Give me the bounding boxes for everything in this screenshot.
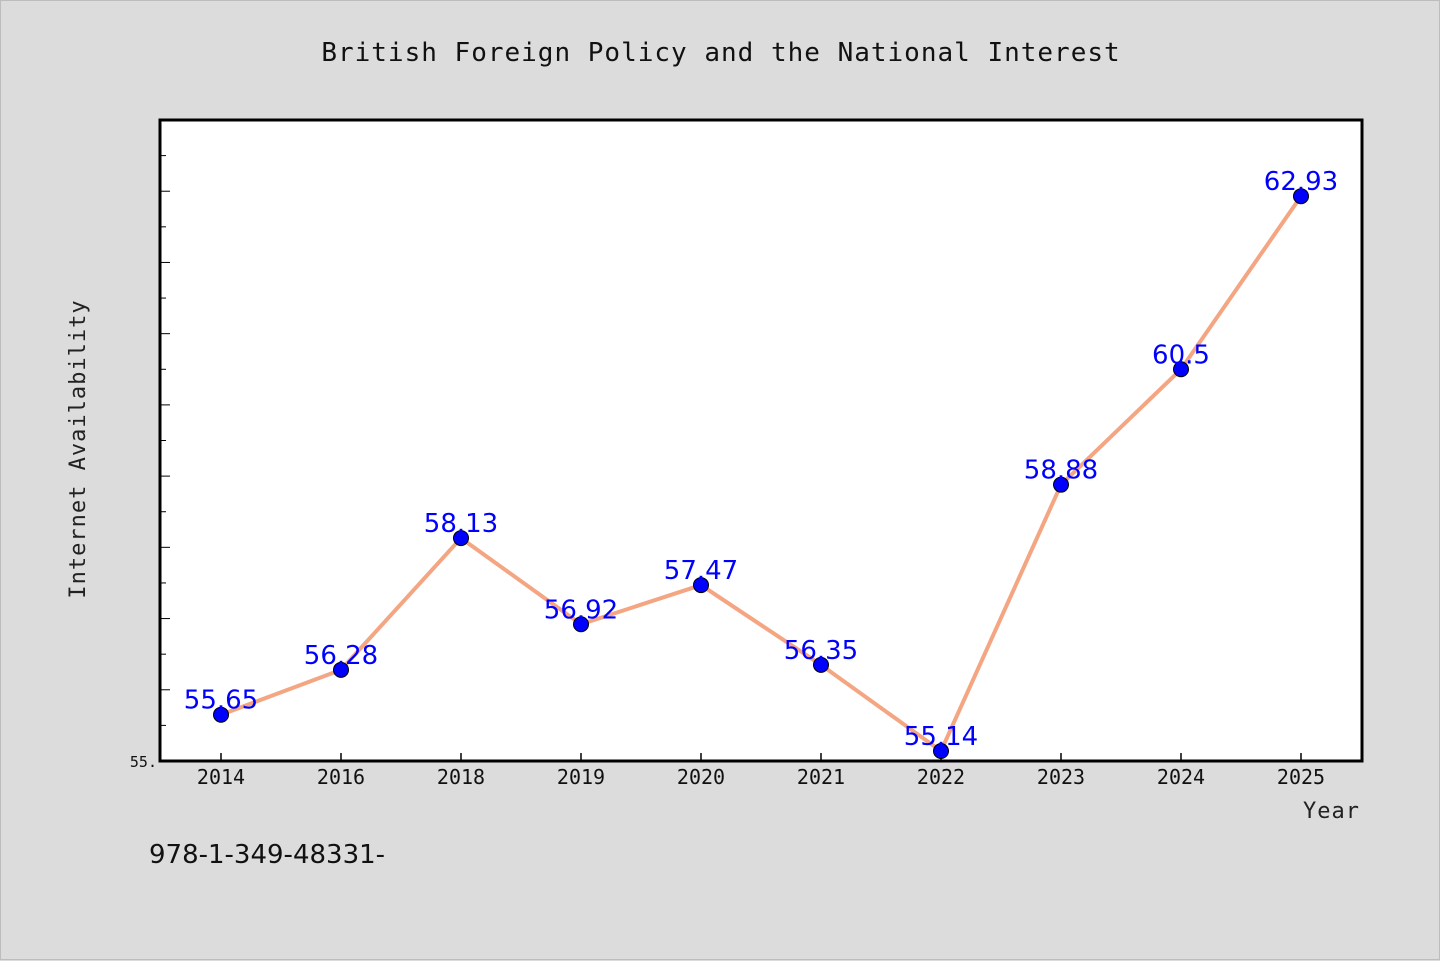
data-label: 56.28 [304,641,378,671]
data-label: 62.93 [1264,167,1338,197]
data-label: 55.14 [904,722,978,752]
data-point [333,661,349,678]
data-point [1173,361,1189,378]
data-label: 55.65 [184,686,258,716]
x-axis-label: Year [1303,799,1360,824]
data-point [1293,188,1309,205]
series-line [219,194,1303,754]
data-label: 58.13 [424,509,498,539]
x-tick-label: 2014 [197,765,245,789]
plot-area [158,118,1364,763]
data-label: 60.5 [1152,340,1210,370]
y-axis-ticks [160,155,170,726]
data-label: 56.92 [544,595,618,625]
data-point [693,577,709,594]
data-point [573,616,589,633]
data-labels: 55.65 56.28 58.13 56.92 57.47 56.35 55.14 58.88… [184,167,1338,752]
x-tick-label: 2022 [917,765,965,789]
footer-note: 978-1-349-48331- [149,840,385,870]
x-axis-ticks [220,753,1302,761]
x-tick-label: 2019 [557,765,605,789]
data-point [813,656,829,673]
data-point [1053,476,1069,493]
data-label: 58.88 [1024,456,1098,486]
x-tick-label: 2021 [797,765,845,789]
data-point [933,743,949,760]
x-tick-label: 2018 [437,765,485,789]
data-point [453,530,469,547]
y-axis-label: Internet Availability [66,299,91,598]
x-tick-label: 2023 [1037,765,1085,789]
x-tick-label: 2020 [677,765,725,789]
data-label: 57.47 [664,556,738,586]
y-tick-label: 55. [130,753,157,771]
data-point [213,706,229,723]
x-tick-label: 2025 [1277,765,1325,789]
x-tick-label: 2016 [317,765,365,789]
chart-title: British Foreign Policy and the National … [321,38,1120,68]
x-tick-label: 2024 [1157,765,1205,789]
x-axis-tick-labels: 2014 2016 2018 2019 2020 2021 2022 2023 2024 2025 [197,765,1325,789]
series-markers [213,188,1309,760]
data-label: 56.35 [784,636,858,666]
